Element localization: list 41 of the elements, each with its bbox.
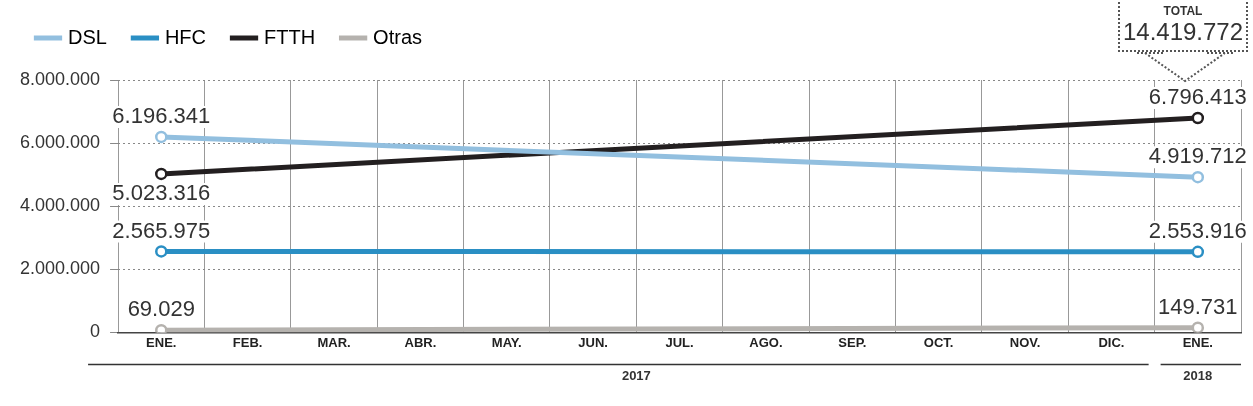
- x-tick-label: MAR.: [317, 334, 351, 350]
- y-tick-label: 6.000.000: [20, 132, 101, 153]
- x-tick-label: FEB.: [232, 334, 263, 350]
- point: [1191, 321, 1205, 333]
- data-label: 5.023.316: [112, 179, 211, 205]
- x-tick-label: JUL.: [665, 334, 694, 350]
- point: [1191, 111, 1205, 125]
- y-tick-label: 8.000.000: [20, 68, 101, 89]
- y-tick-label: 2.000.000: [20, 258, 101, 279]
- point: [155, 130, 168, 144]
- callout-box: TOTAL 14.419.772: [1118, 0, 1248, 52]
- legend-label: HFC: [164, 25, 207, 48]
- data-label: 69.029: [127, 296, 195, 322]
- data-label: 2.565.975: [112, 217, 211, 243]
- legend-label: DSL: [68, 25, 107, 48]
- x-tick-label: JUN.: [578, 334, 608, 350]
- point: [155, 245, 168, 258]
- x-tick-label: DIC.: [1098, 334, 1125, 350]
- data-label: 2.553.916: [1148, 217, 1247, 243]
- data-label: 4.919.712: [1148, 143, 1247, 169]
- data-label: 149.731: [1158, 293, 1238, 319]
- x-tick-label: OCT.: [923, 334, 954, 350]
- point: [1191, 245, 1205, 259]
- x-tick-label: SEP.: [838, 334, 867, 350]
- text: 2017: [621, 368, 651, 384]
- y-tick-label: 4.000.000: [20, 195, 101, 216]
- x-tick-label: ABR.: [404, 334, 437, 350]
- legend-label: Otras: [373, 25, 423, 48]
- x-tick-label: AGO.: [749, 334, 783, 350]
- data-label: 6.796.413: [1148, 84, 1247, 110]
- text: 2018: [1183, 368, 1213, 384]
- x-tick-label: NOV.: [1009, 334, 1041, 350]
- point: [155, 323, 168, 333]
- legend-label: FTTH: [264, 25, 316, 48]
- data-label: 6.196.341: [112, 102, 211, 128]
- x-tick-label: ENE.: [1182, 334, 1213, 350]
- x-tick-label: MAY.: [491, 334, 522, 350]
- point: [1191, 170, 1205, 184]
- x-tick-label: ENE.: [146, 334, 177, 350]
- y-tick-label: 0: [90, 321, 101, 342]
- point: [155, 167, 168, 181]
